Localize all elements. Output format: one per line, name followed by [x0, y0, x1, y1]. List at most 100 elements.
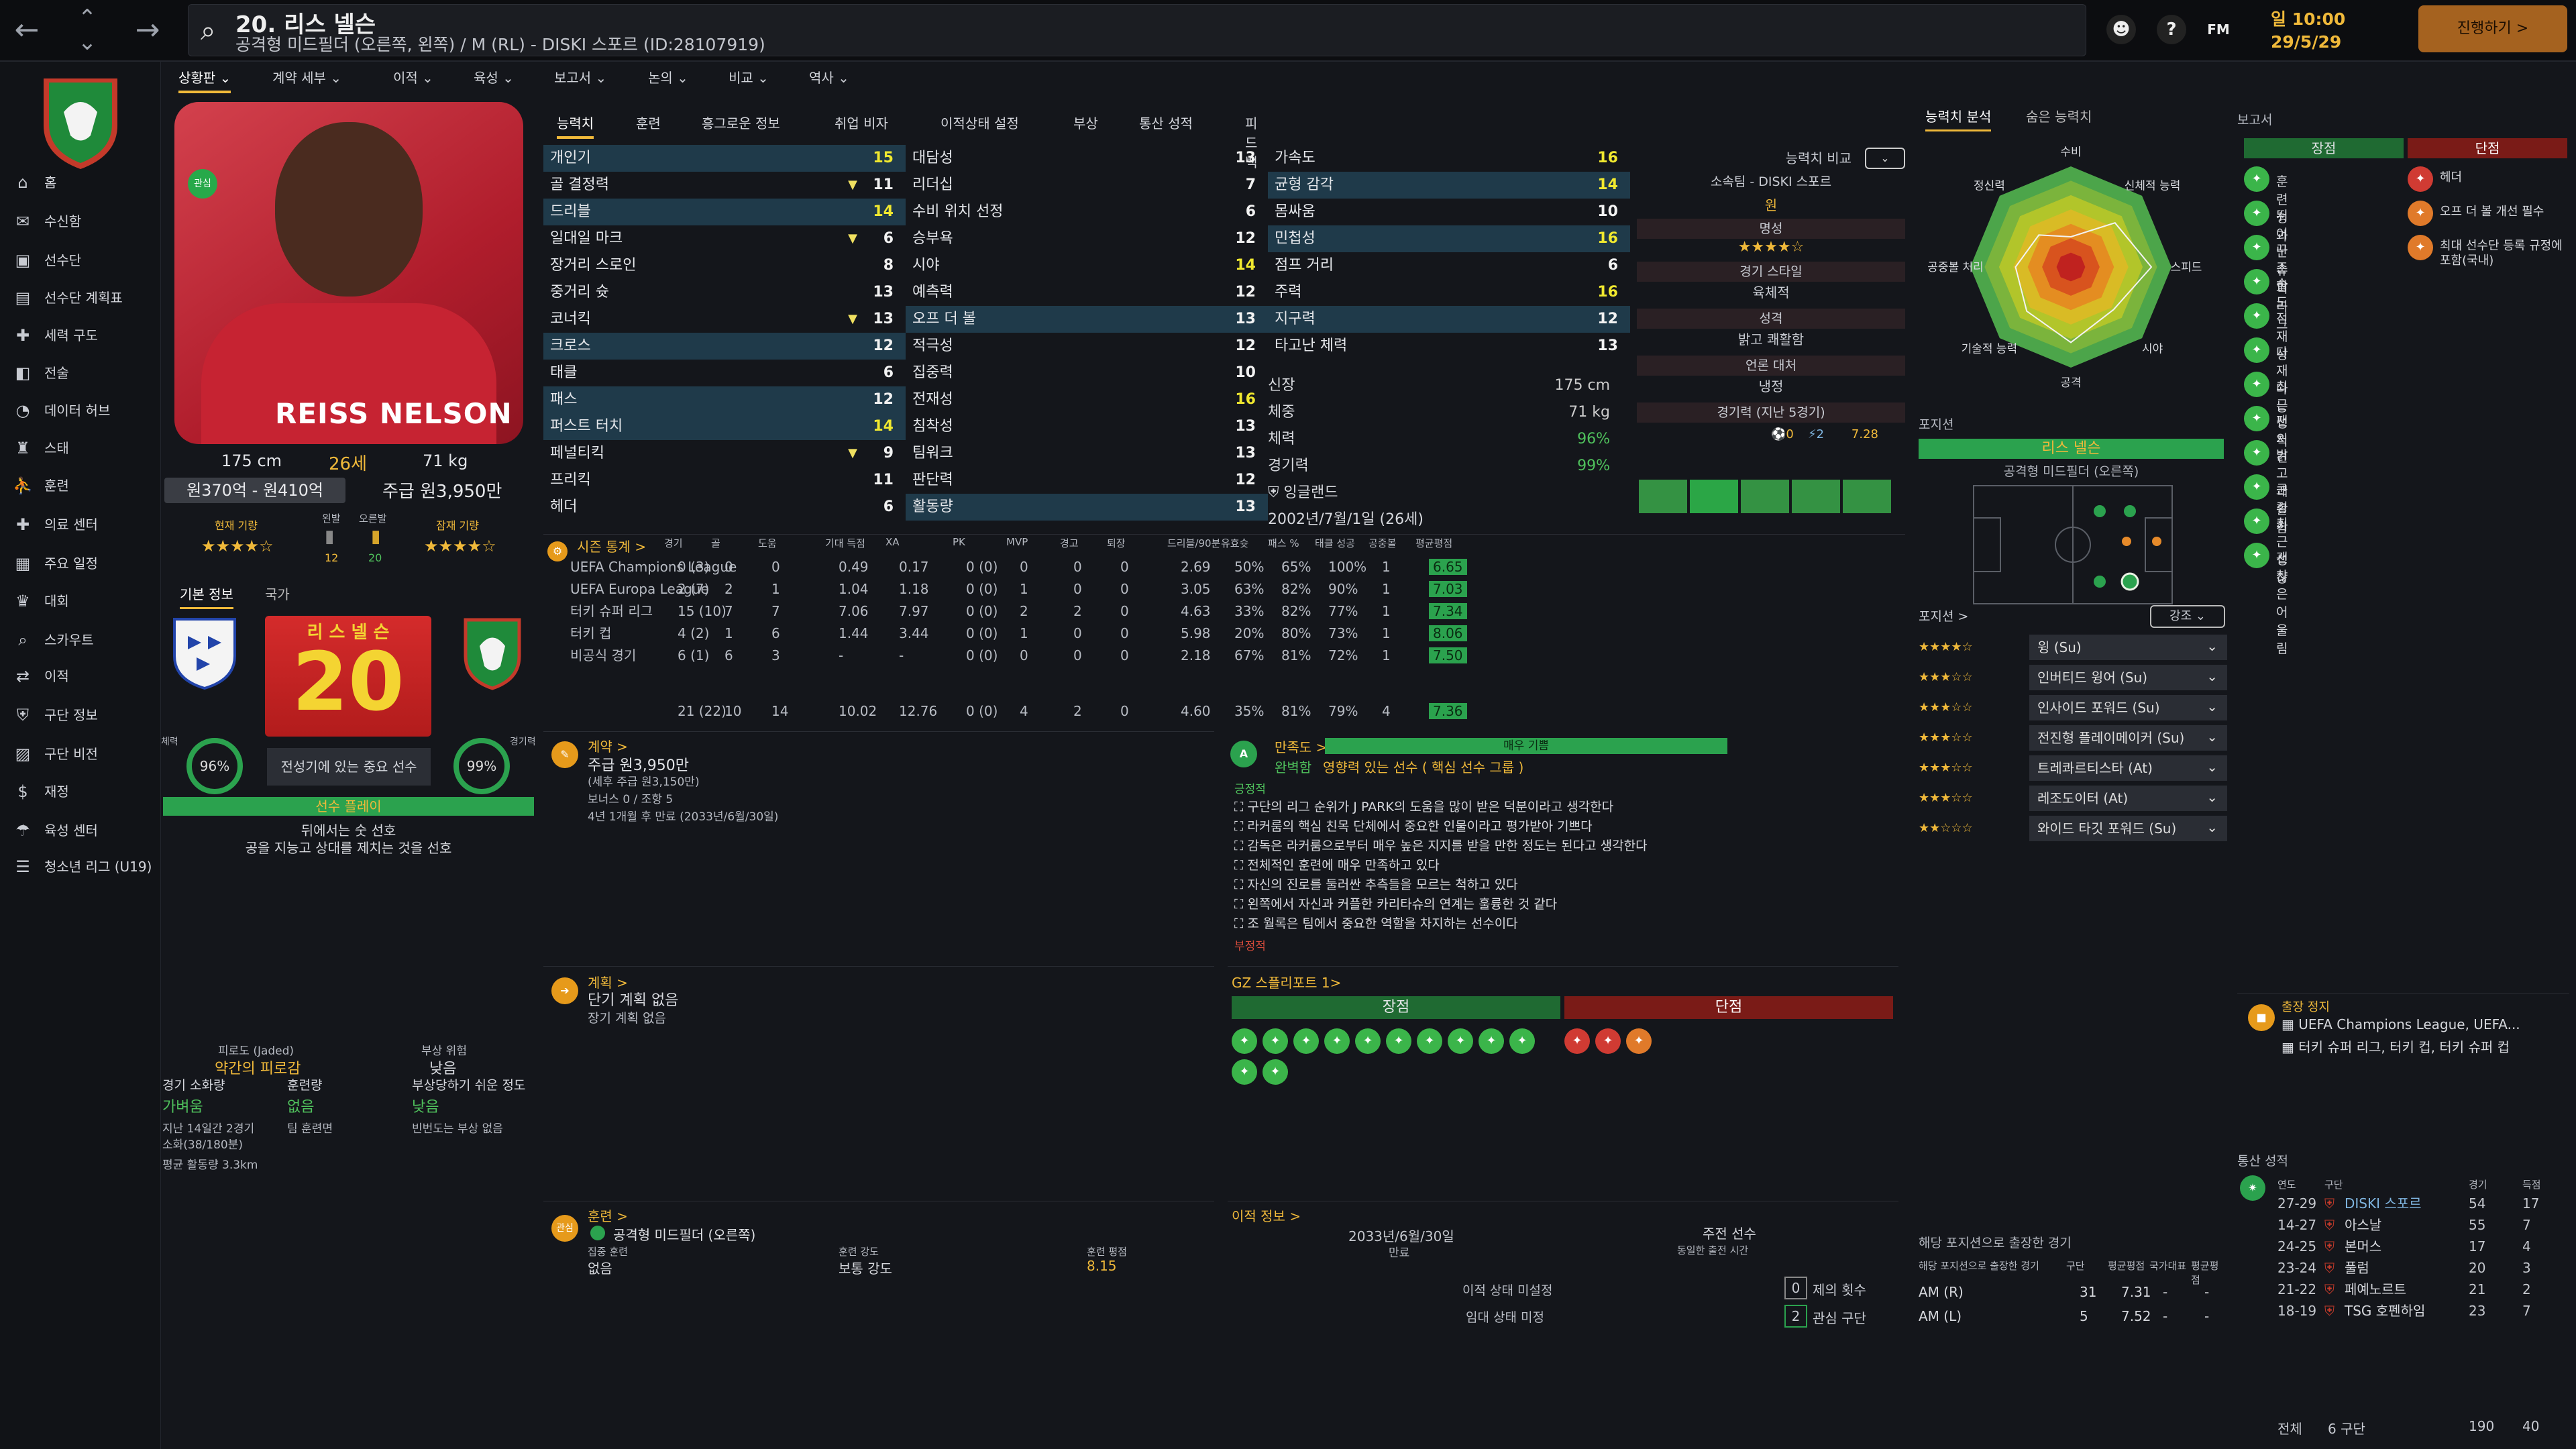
chevron-down-icon[interactable]: ⌄ [2206, 759, 2218, 775]
fm-logo[interactable]: FM [2207, 21, 2230, 38]
sidebar-item[interactable]: ▣ 선수단 [0, 242, 161, 278]
chevron-down-icon[interactable]: ⌄ [2206, 698, 2218, 714]
season-row[interactable]: 터키 슈퍼 리그 15 (10) 7 7 7.06 7.97 0 (0) 2 2 0 4.63 33%… [543, 600, 1905, 623]
gz-strength-icon[interactable]: ✦ [1324, 1028, 1350, 1054]
england-crest-icon[interactable] [171, 616, 238, 691]
subnav-tab[interactable]: 계약 세부 ⌄ [272, 70, 342, 86]
subnav-tab[interactable]: 육성 ⌄ [474, 70, 514, 86]
role-row[interactable]: ★★★☆☆ 전진형 플레이메이커 (Su) ⌄ [1919, 724, 2227, 752]
gz-weakness-icon[interactable]: ✦ [1626, 1028, 1652, 1054]
history-row[interactable]: 18-19 TSG 호펜하임 23 7 ⛨ [2277, 1300, 2566, 1322]
emoji-icon[interactable]: ☻ [2106, 15, 2136, 44]
sidebar-item[interactable]: ✉ 수신함 [0, 203, 161, 239]
transfer-title[interactable]: 이적 정보 > [1232, 1208, 1301, 1224]
role-select[interactable]: 윙 (Su) [2029, 635, 2227, 660]
gz-strength-icon[interactable]: ✦ [1509, 1028, 1535, 1054]
season-col-header[interactable]: 골 [711, 537, 720, 549]
role-select[interactable]: 레조도이터 (At) [2029, 786, 2227, 811]
tab-hidden-abilities[interactable]: 숨은 능력치 [2026, 109, 2092, 125]
history-row[interactable]: 14-27 아스날 55 7 ⛨ [2277, 1214, 2566, 1236]
satisfaction-title[interactable]: 만족도 > [1275, 739, 1328, 755]
club-crest-icon[interactable] [37, 72, 124, 171]
attribute-tab[interactable]: 이적상태 설정 [941, 115, 1019, 131]
back-button[interactable]: ← [14, 13, 40, 47]
chevron-down-icon[interactable]: ⌄ [2206, 789, 2218, 805]
subnav-tab[interactable]: 상황판 ⌄ [178, 67, 231, 93]
sidebar-item[interactable]: ▦ 주요 일정 [0, 545, 161, 582]
attribute-tab[interactable]: 취업 비자 [835, 115, 888, 131]
attribute-tab[interactable]: 피드백 [1245, 115, 1258, 170]
chevron-down-icon[interactable]: ⌄ [2206, 729, 2218, 745]
interest-count[interactable]: 2 [1784, 1305, 1807, 1328]
season-row[interactable]: 비공식 경기 6 (1) 6 3 - - 0 (0) 0 0 0 2.18 67% 81% 72% 1 7.5… [543, 645, 1905, 667]
season-col-header[interactable]: 유효슛 [1221, 537, 1249, 549]
season-col-header[interactable]: XA [885, 536, 900, 548]
value-badge[interactable]: 원370억 - 원410억 [164, 478, 345, 503]
role-select[interactable]: 인사이드 포워드 (Su) [2029, 695, 2227, 720]
sidebar-item[interactable]: ◔ 데이터 허브 [0, 392, 161, 429]
gz-strength-icon[interactable]: ✦ [1448, 1028, 1473, 1054]
season-title[interactable]: 시즌 통계 > [577, 539, 647, 555]
interest-badge[interactable]: 관심 [188, 169, 217, 199]
help-icon[interactable]: ? [2157, 15, 2186, 44]
emphasis-dropdown[interactable]: 강조 ⌄ [2150, 605, 2225, 628]
attribute-tab[interactable]: 능력치 [557, 113, 594, 139]
subnav-tab[interactable]: 논의 ⌄ [648, 70, 688, 86]
sidebar-item[interactable]: ✚ 의료 센터 [0, 506, 161, 543]
sidebar-item[interactable]: ☂ 육성 센터 [0, 812, 161, 849]
season-col-header[interactable]: MVP [1006, 536, 1028, 548]
search-icon[interactable]: ⌕ [201, 15, 216, 46]
attribute-tab[interactable]: 흥그로운 정보 [702, 115, 780, 131]
season-col-header[interactable]: 패스 % [1268, 537, 1299, 549]
gz-weakness-icon[interactable]: ✦ [1564, 1028, 1590, 1054]
role-row[interactable]: ★★★☆☆ 인버티드 윙어 (Su) ⌄ [1919, 663, 2227, 692]
gz-title[interactable]: GZ 스플리포트 1> [1232, 975, 1342, 991]
sidebar-item[interactable]: ⛹ 훈련 [0, 468, 161, 504]
gz-strength-icon[interactable]: ✦ [1263, 1059, 1288, 1085]
gz-strength-icon[interactable]: ✦ [1417, 1028, 1442, 1054]
sidebar-item[interactable]: ♜ 스태 [0, 430, 161, 466]
attribute-tab[interactable]: 부상 [1073, 115, 1098, 131]
continue-button[interactable]: 진행하기 > [2418, 5, 2567, 52]
season-col-header[interactable]: 경고 [1060, 537, 1079, 549]
role-row[interactable]: ★★★☆☆ 레조도이터 (At) ⌄ [1919, 784, 2227, 812]
subnav-tab[interactable]: 비교 ⌄ [729, 70, 769, 86]
sidebar-item[interactable]: ✚ 세력 구도 [0, 317, 161, 354]
role-row[interactable]: ★★★★☆ 윙 (Su) ⌄ [1919, 633, 2227, 661]
role-row[interactable]: ★★★☆☆ 인사이드 포워드 (Su) ⌄ [1919, 694, 2227, 722]
club-crest-small-icon[interactable] [463, 616, 522, 691]
role-row[interactable]: ★★☆☆☆ 와이드 타깃 포워드 (Su) ⌄ [1919, 814, 2227, 843]
role-select[interactable]: 인버티드 윙어 (Su) [2029, 665, 2227, 690]
forward-button[interactable]: → [135, 13, 160, 47]
history-row[interactable]: 21-22 페예노르트 21 2 ⛨ [2277, 1279, 2566, 1300]
sidebar-item[interactable]: ⛨ 구단 정보 [0, 697, 161, 733]
season-col-header[interactable]: 공중볼 [1368, 537, 1397, 549]
compare-dropdown[interactable]: ⌄ [1865, 148, 1905, 169]
chevron-down-icon[interactable]: ⌄ [2206, 668, 2218, 684]
suspension-title[interactable]: 출장 정지 [2282, 1000, 2330, 1014]
season-col-header[interactable]: 기대 득점 [825, 537, 865, 549]
sidebar-item[interactable]: ☰ 청소년 리그 (U19) [0, 849, 161, 885]
plan-title[interactable]: 계획 > [588, 975, 628, 991]
role-select[interactable]: 와이드 타깃 포워드 (Su) [2029, 816, 2227, 841]
tab-nation[interactable]: 국가 [265, 586, 290, 602]
subnav-tab[interactable]: 보고서 ⌄ [554, 70, 607, 86]
season-col-header[interactable]: 도움 [758, 537, 777, 549]
gz-strength-icon[interactable]: ✦ [1232, 1059, 1257, 1085]
season-row[interactable]: 터키 컵 4 (2) 1 6 1.44 3.44 0 (0) 1 0 0 5.98 20% 80% 73%… [543, 623, 1905, 645]
role-select[interactable]: 전진형 플레이메이커 (Su) [2029, 725, 2227, 751]
role-row[interactable]: ★★★☆☆ 트레콰르티스타 (At) ⌄ [1919, 754, 2227, 782]
subnav-tab[interactable]: 역사 ⌄ [809, 70, 849, 86]
sidebar-item[interactable]: ▨ 구단 비전 [0, 736, 161, 772]
chevron-down-icon[interactable]: ⌄ [2206, 819, 2218, 835]
gz-strength-icon[interactable]: ✦ [1386, 1028, 1411, 1054]
gz-strength-icon[interactable]: ✦ [1232, 1028, 1257, 1054]
history-row[interactable]: 23-24 풀럼 20 3 ⛨ [2277, 1257, 2566, 1279]
gz-strength-icon[interactable]: ✦ [1293, 1028, 1319, 1054]
bids-count[interactable]: 0 [1784, 1277, 1807, 1299]
gz-strength-icon[interactable]: ✦ [1479, 1028, 1504, 1054]
sidebar-item[interactable]: ♛ 대회 [0, 583, 161, 619]
season-col-header[interactable]: PK [953, 536, 965, 548]
season-col-header[interactable]: 경기 [664, 537, 683, 549]
history-row[interactable]: 24-25 본머스 17 4 ⛨ [2277, 1236, 2566, 1257]
